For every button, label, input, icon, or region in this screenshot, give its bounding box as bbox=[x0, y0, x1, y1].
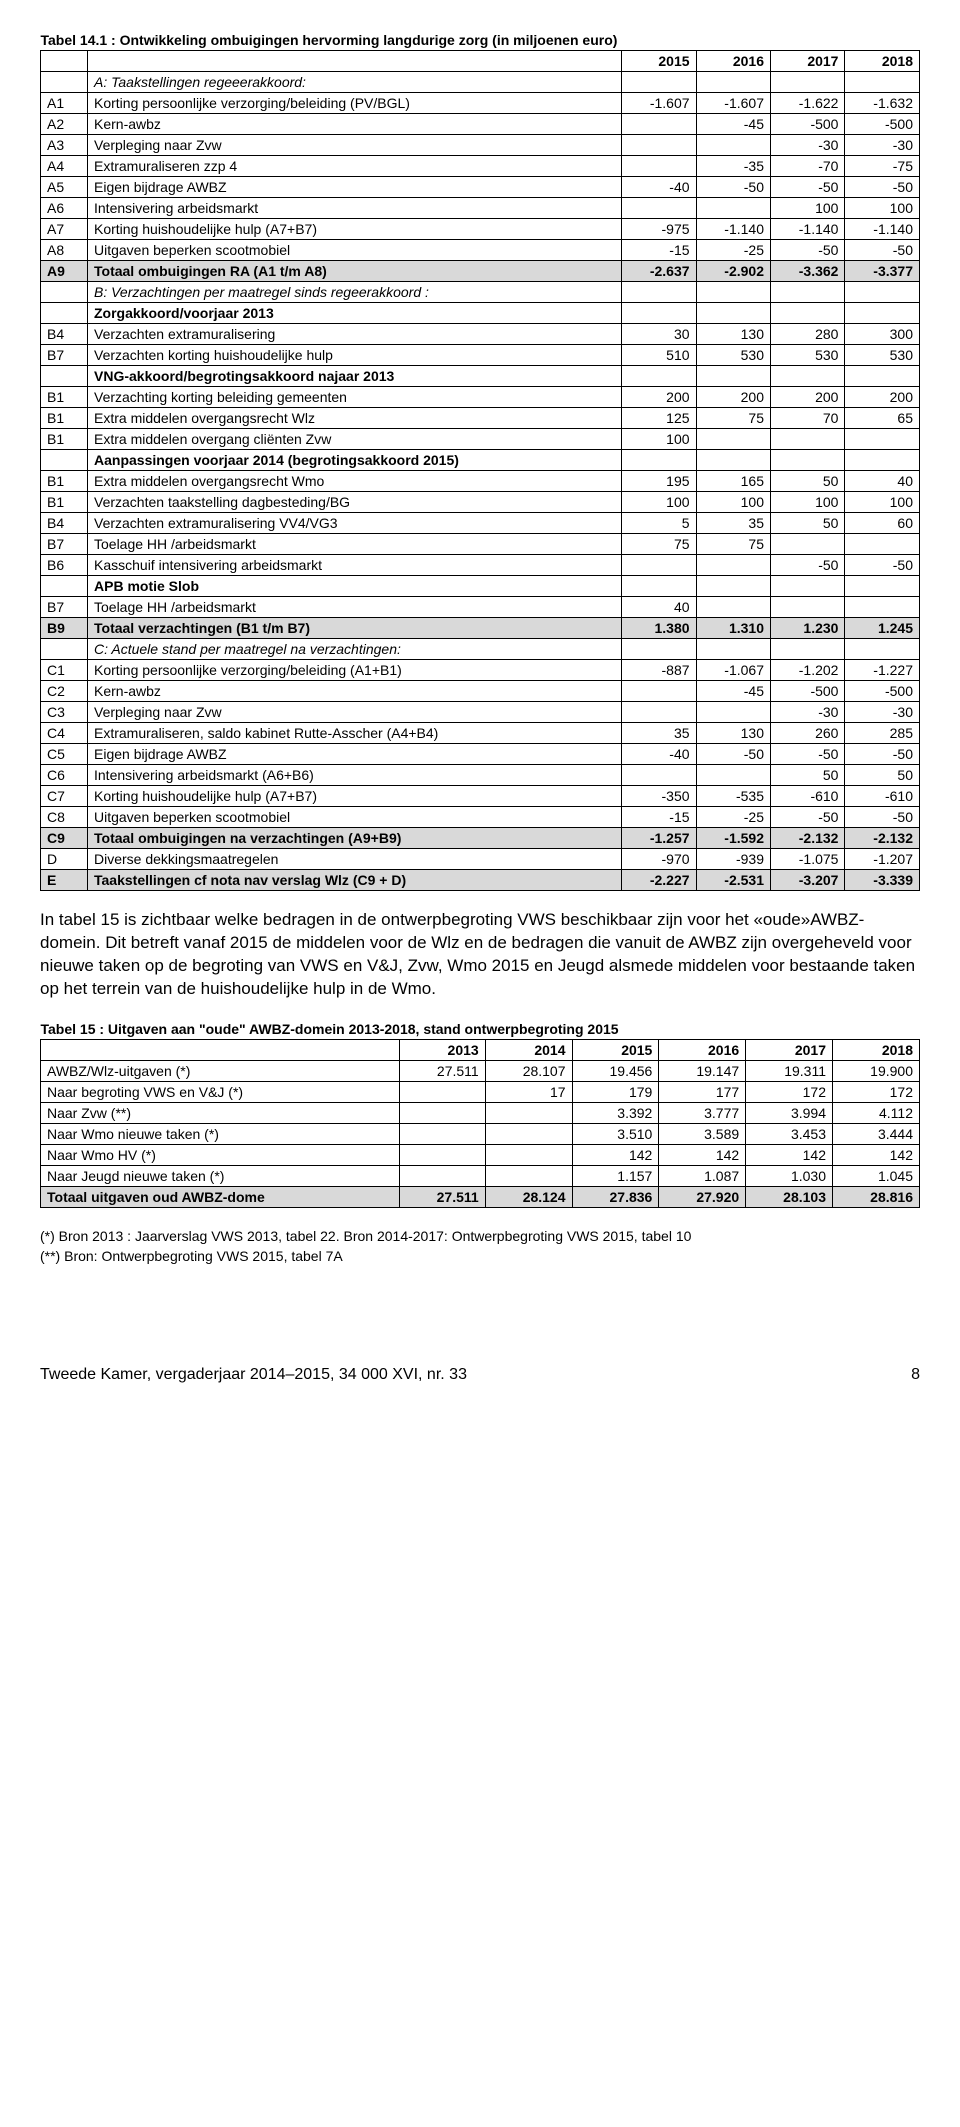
table-row: A8Uitgaven beperken scootmobiel-15-25-50… bbox=[41, 240, 920, 261]
table-row: C4Extramuraliseren, saldo kabinet Rutte-… bbox=[41, 723, 920, 744]
paragraph: In tabel 15 is zichtbaar welke bedragen … bbox=[40, 909, 920, 1001]
table-row: B7Verzachten korting huishoudelijke hulp… bbox=[41, 345, 920, 366]
table-row: C8Uitgaven beperken scootmobiel-15-25-50… bbox=[41, 807, 920, 828]
table-row: B1Extra middelen overgangsrecht Wmo19516… bbox=[41, 471, 920, 492]
table-row: Naar Wmo HV (*)142142142142 bbox=[41, 1144, 920, 1165]
col-2016: 2016 bbox=[696, 51, 770, 72]
table-row: B1Extra middelen overgang cliënten Zvw10… bbox=[41, 429, 920, 450]
table-row: B4Verzachten extramuralisering3013028030… bbox=[41, 324, 920, 345]
table-row: C5Eigen bijdrage AWBZ-40-50-50-50 bbox=[41, 744, 920, 765]
table-row: Naar Wmo nieuwe taken (*)3.5103.5893.453… bbox=[41, 1123, 920, 1144]
section-a: A: Taakstellingen regeeerakkoord: bbox=[88, 72, 622, 93]
table-row: Naar Jeugd nieuwe taken (*)1.1571.0871.0… bbox=[41, 1165, 920, 1186]
table-row: C6Intensivering arbeidsmarkt (A6+B6)5050 bbox=[41, 765, 920, 786]
table-row: B1Verzachten taakstelling dagbesteding/B… bbox=[41, 492, 920, 513]
table-row: C1Korting persoonlijke verzorging/beleid… bbox=[41, 660, 920, 681]
table-row: A6Intensivering arbeidsmarkt100100 bbox=[41, 198, 920, 219]
table-15: Tabel 15 : Uitgaven aan "oude" AWBZ-dome… bbox=[40, 1019, 920, 1208]
section-b: B: Verzachtingen per maatregel sinds reg… bbox=[88, 282, 622, 303]
col-2018: 2018 bbox=[845, 51, 920, 72]
col-2017: 2017 bbox=[771, 51, 845, 72]
page-number: 8 bbox=[911, 1366, 920, 1384]
table-row: Naar begroting VWS en V&J (*)17179177172… bbox=[41, 1081, 920, 1102]
section-c: C: Actuele stand per maatregel na verzac… bbox=[88, 639, 622, 660]
table-row: C3Verpleging naar Zvw-30-30 bbox=[41, 702, 920, 723]
table-row: C7Korting huishoudelijke hulp (A7+B7)-35… bbox=[41, 786, 920, 807]
table-row: A7Korting huishoudelijke hulp (A7+B7)-97… bbox=[41, 219, 920, 240]
table-row: B7Toelage HH /arbeidsmarkt40 bbox=[41, 597, 920, 618]
page-footer: Tweede Kamer, vergaderjaar 2014–2015, 34… bbox=[40, 1366, 920, 1384]
table14-title: Tabel 14.1 : Ontwikkeling ombuigingen he… bbox=[41, 30, 920, 51]
table-row: A5Eigen bijdrage AWBZ-40-50-50-50 bbox=[41, 177, 920, 198]
table-row: B1Verzachting korting beleiding gemeente… bbox=[41, 387, 920, 408]
table15-title: Tabel 15 : Uitgaven aan "oude" AWBZ-dome… bbox=[41, 1019, 920, 1040]
table-row: A2Kern-awbz-45-500-500 bbox=[41, 114, 920, 135]
table-row: AWBZ/Wlz-uitgaven (*)27.51128.10719.4561… bbox=[41, 1060, 920, 1081]
table-row: B6Kasschuif intensivering arbeidsmarkt-5… bbox=[41, 555, 920, 576]
table-row: Naar Zvw (**)3.3923.7773.9944.112 bbox=[41, 1102, 920, 1123]
table-row: C2Kern-awbz-45-500-500 bbox=[41, 681, 920, 702]
table15-notes: (*) Bron 2013 : Jaarverslag VWS 2013, ta… bbox=[40, 1226, 920, 1266]
table-row: A3Verpleging naar Zvw-30-30 bbox=[41, 135, 920, 156]
col-2015: 2015 bbox=[622, 51, 696, 72]
table-row: B7Toelage HH /arbeidsmarkt7575 bbox=[41, 534, 920, 555]
footer-left: Tweede Kamer, vergaderjaar 2014–2015, 34… bbox=[40, 1366, 467, 1383]
table-row: B4Verzachten extramuralisering VV4/VG353… bbox=[41, 513, 920, 534]
table-row: A4Extramuraliseren zzp 4-35-70-75 bbox=[41, 156, 920, 177]
table-row: B1Extra middelen overgangsrecht Wlz12575… bbox=[41, 408, 920, 429]
table-14: Tabel 14.1 : Ontwikkeling ombuigingen he… bbox=[40, 30, 920, 891]
table-row: A1Korting persoonlijke verzorging/beleid… bbox=[41, 93, 920, 114]
